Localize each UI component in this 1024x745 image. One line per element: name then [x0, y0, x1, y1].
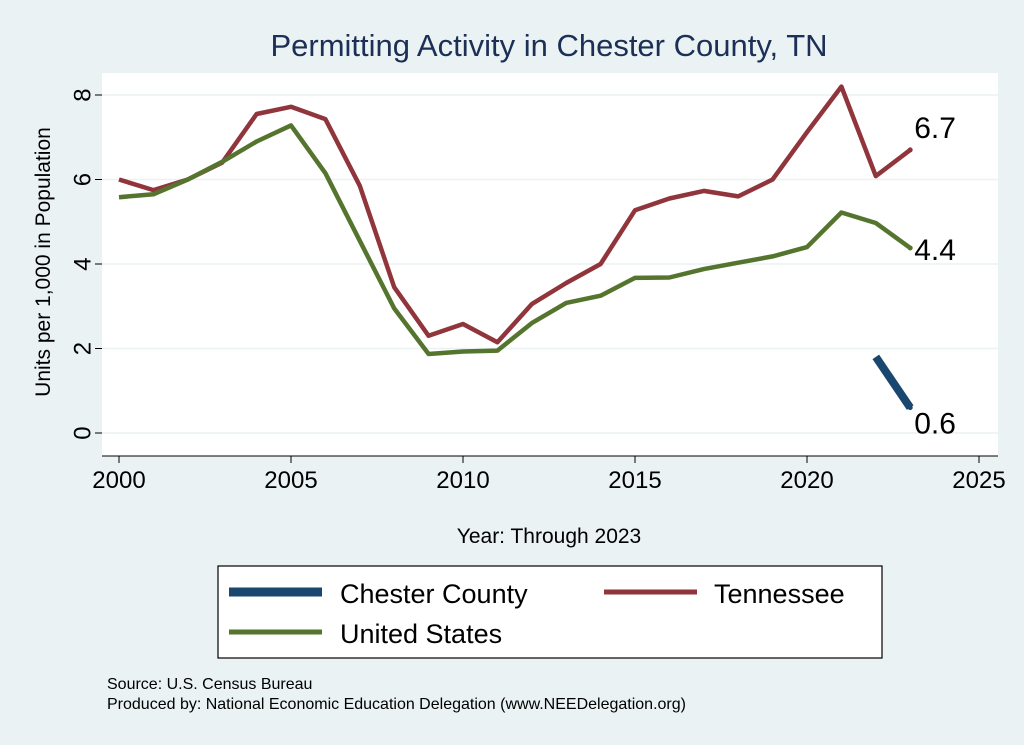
end-labels: 6.7 4.4 0.6 — [914, 112, 956, 441]
end-label-tennessee: 6.7 — [914, 112, 956, 145]
x-tick-label: 2025 — [952, 467, 1005, 494]
end-label-chester-county: 0.6 — [914, 408, 956, 441]
x-tick-label: 2010 — [436, 467, 489, 494]
legend-label-us: United States — [340, 619, 502, 649]
series-end-point-chester-county — [907, 405, 913, 411]
producer-note: Produced by: National Economic Education… — [107, 696, 686, 713]
series-group — [118, 84, 914, 411]
gridlines — [102, 94, 998, 434]
series-line-tennessee — [118, 84, 912, 345]
legend-label-chester: Chester County — [340, 579, 528, 609]
series-end-point-tennessee — [907, 147, 913, 153]
y-tick-label: 8 — [70, 88, 97, 101]
series-line-united-states — [118, 123, 912, 357]
chart-title: Permitting Activity in Chester County, T… — [270, 28, 827, 63]
y-tick-label: 0 — [70, 426, 97, 439]
series-end-point-united-states — [907, 245, 913, 251]
x-tick-label: 2015 — [608, 467, 661, 494]
y-tick-label: 6 — [70, 173, 97, 186]
x-tick-label: 2005 — [264, 467, 317, 494]
x-axis-label: Year: Through 2023 — [457, 525, 642, 548]
y-tick-label: 2 — [70, 342, 97, 355]
legend: Chester County Tennessee United States — [217, 565, 883, 659]
x-axis: 2000 2005 2010 2015 2020 2025 — [92, 456, 1006, 494]
y-tick-label: 4 — [70, 257, 97, 270]
source-note: Source: U.S. Census Bureau — [107, 676, 312, 693]
legend-label-tennessee: Tennessee — [714, 579, 845, 609]
x-tick-label: 2020 — [780, 467, 833, 494]
y-axis-label: Units per 1,000 in Population — [32, 127, 55, 397]
legend-box — [217, 565, 883, 659]
series-line-chester-county — [872, 354, 914, 410]
x-tick-label: 2000 — [92, 467, 145, 494]
end-label-united-states: 4.4 — [914, 234, 956, 267]
y-axis: 0 2 4 6 8 — [70, 88, 102, 440]
